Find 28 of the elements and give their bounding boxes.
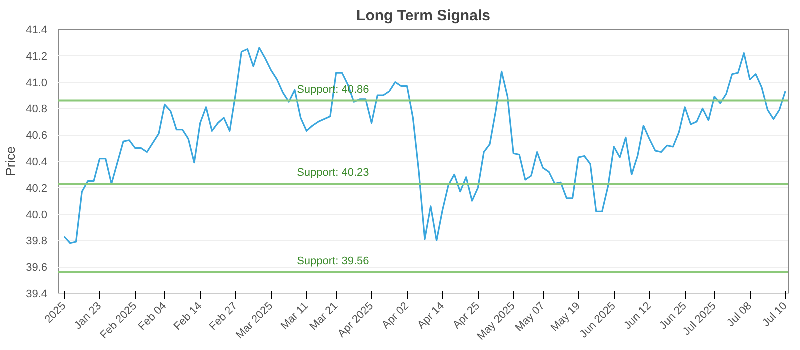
y-tick-label: 40.2	[26, 182, 48, 195]
x-tick-label: May 19	[548, 300, 583, 334]
y-tick-label: 39.8	[26, 236, 48, 248]
chart-title: Long Term Signals	[356, 8, 490, 24]
y-tick-label: 40.0	[26, 209, 48, 222]
ref-line-label: Support: 40.23	[297, 166, 370, 179]
y-tick-label: 40.8	[26, 104, 48, 116]
x-tick-label: Feb 27	[207, 300, 240, 333]
x-tick-label: Jul 08	[725, 300, 754, 330]
x-tick-label: Mar 11	[278, 300, 311, 332]
ref-line-label: Support: 39.56	[297, 255, 370, 268]
x-tick-label: Apr 25	[451, 300, 482, 332]
y-axis-title: Price	[3, 146, 18, 176]
y-tick-label: 39.6	[26, 262, 48, 274]
x-tick-label: Jul 10	[760, 300, 790, 330]
x-tick-label: Apr 14	[416, 300, 447, 332]
y-tick-label: 41.0	[26, 77, 48, 90]
y-tick-label: 39.4	[26, 288, 48, 300]
x-tick-label: Apr 02	[380, 300, 412, 332]
y-tick-label: 40.6	[26, 130, 48, 142]
x-tick-label: Feb 04	[136, 300, 170, 333]
x-tick-label: Feb 14	[172, 300, 205, 333]
y-tick-label: 40.4	[26, 156, 48, 168]
x-tick-label: Jun 12	[622, 300, 654, 332]
y-tick-label: 41.4	[26, 24, 48, 36]
y-tick-label: 41.2	[26, 50, 48, 63]
line-series	[64, 47, 786, 244]
x-tick-label: May 07	[513, 300, 548, 334]
